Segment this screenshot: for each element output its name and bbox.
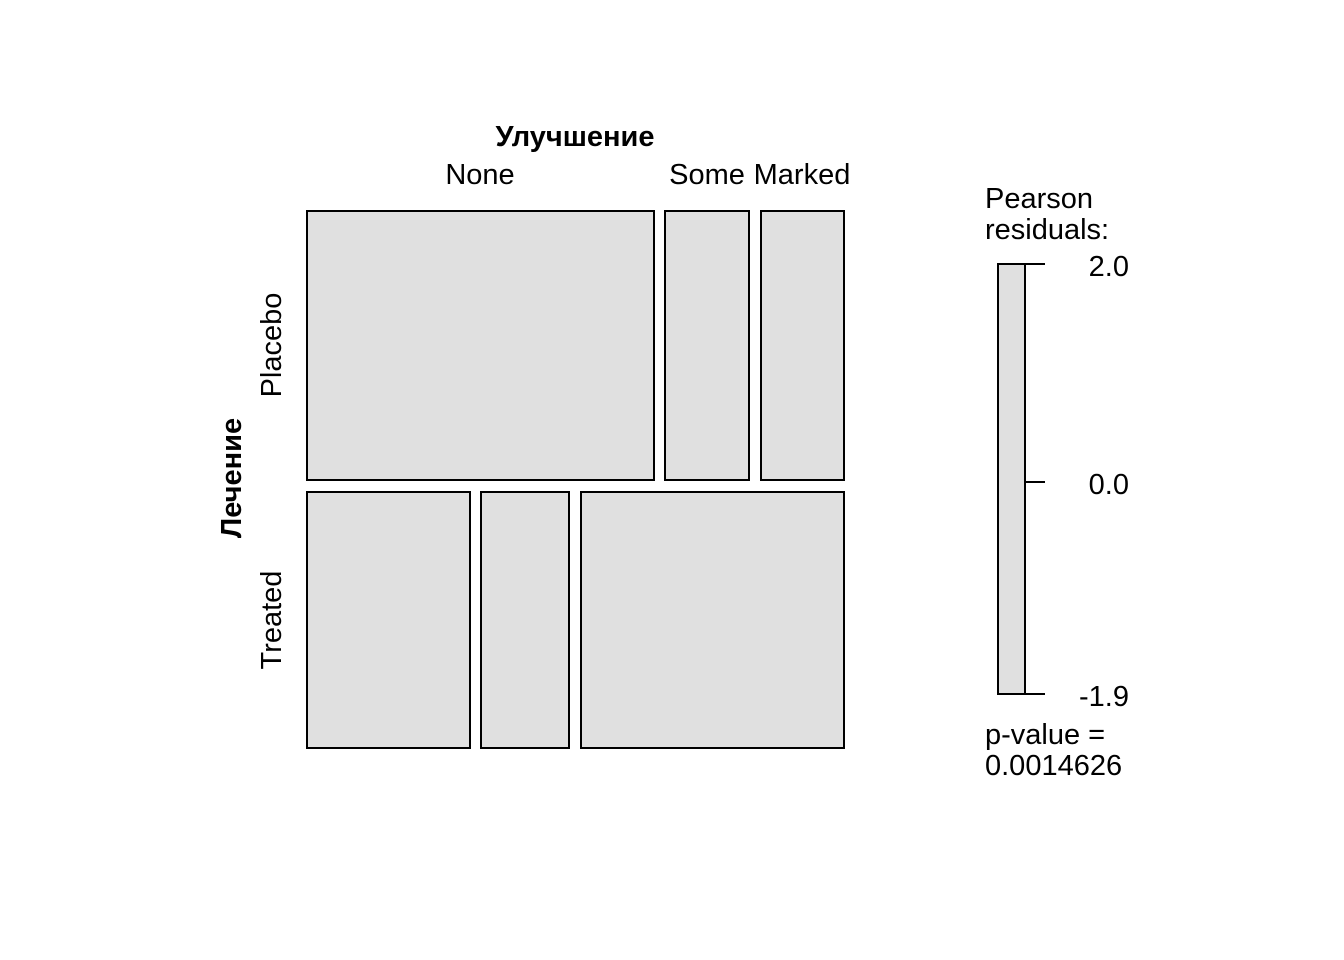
tile-placebo-marked: [760, 210, 845, 481]
pvalue-value: 0.0014626: [985, 750, 1122, 782]
row-label-treated: Treated: [256, 571, 288, 670]
pvalue-label: p-value =: [985, 719, 1105, 751]
legend-color-bar: [997, 263, 1026, 695]
legend-tick-label-bottom: -1.9: [1079, 681, 1129, 713]
legend-title-line1: Pearson: [985, 183, 1093, 215]
column-label-some: Some: [669, 159, 745, 191]
legend-tick-label-top: 2.0: [1089, 251, 1129, 283]
tile-placebo-none: [306, 210, 655, 481]
column-variable-title: Улучшение: [496, 121, 655, 153]
row-label-placebo: Placebo: [256, 293, 288, 398]
tile-treated-marked: [580, 491, 845, 749]
column-label-marked: Marked: [754, 159, 851, 191]
column-label-none: None: [445, 159, 514, 191]
tile-treated-none: [306, 491, 471, 749]
row-variable-title: Лечение: [216, 418, 248, 538]
legend-title-line2: residuals:: [985, 214, 1109, 246]
legend-tick-label-middle: 0.0: [1089, 469, 1129, 501]
tile-placebo-some: [664, 210, 750, 481]
tile-treated-some: [480, 491, 570, 749]
